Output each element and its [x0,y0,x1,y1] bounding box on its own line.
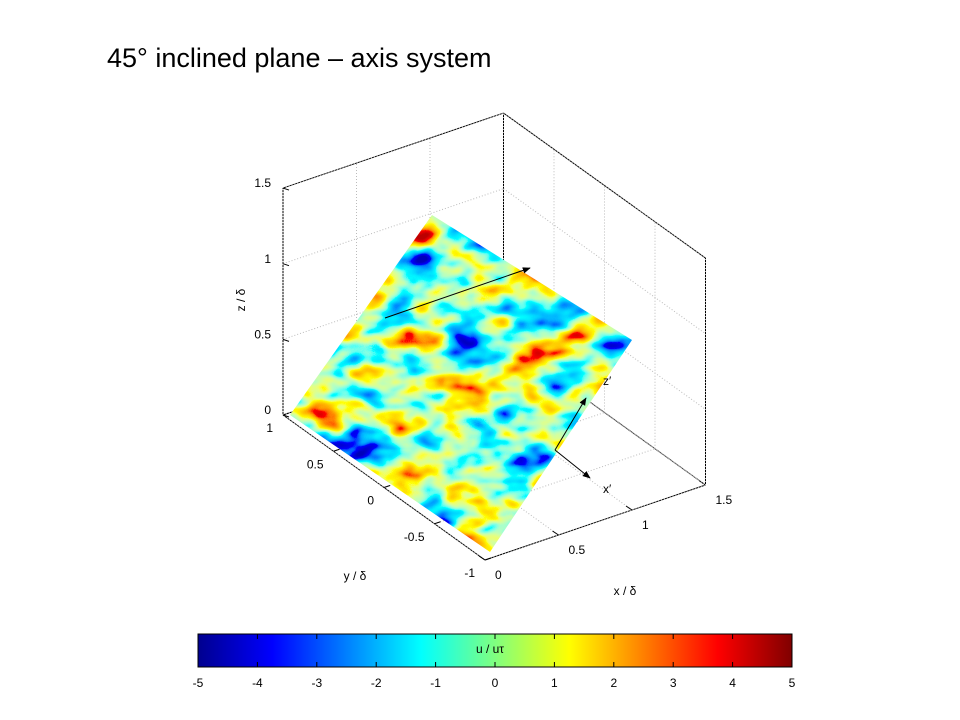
z-tick [282,414,290,418]
axis-line [503,112,706,259]
z-tick-label: 1 [264,252,271,266]
y-tick-label: 0.5 [307,457,324,471]
colorbar-tick-label: -2 [371,676,382,690]
x-tick-label: 1.5 [716,493,733,507]
y-tick [383,485,391,488]
annotation: z′ [603,374,612,388]
z-tick [282,187,290,191]
annotation: x′ [603,482,612,496]
grid-line [503,339,706,486]
flow-arrow [384,267,531,319]
colorbar-tick-label: -1 [430,676,441,690]
colorbar-tick-label: -4 [252,676,263,690]
y-tick [333,448,340,452]
z-tick [282,338,290,342]
x-tick [478,555,486,561]
y-tick-label: -0.5 [404,530,425,544]
colorbar-tick-label: -5 [193,676,204,690]
x-tick-label: 0 [495,568,502,582]
x-tick [625,505,633,511]
colorbar-tick-label: 0 [492,676,499,690]
colorbar-tick-label: 3 [670,676,677,690]
velocity-field [290,215,632,552]
x-axis-label: x / δ [614,584,637,598]
y-tick [434,521,441,525]
grid-line [503,112,706,259]
colorbar-tick-label: -3 [311,676,322,690]
colorbar-tick-label: 2 [610,676,617,690]
inclined-plane [290,215,632,552]
y-tick-label: 1 [266,421,273,435]
colorbar-tick-label: 4 [729,676,736,690]
x-tick [699,480,706,486]
colorbar-tick-label: 1 [551,676,558,690]
title: 45° inclined plane – axis system [107,43,492,73]
y-axis-label: y / δ [344,569,367,583]
y-tick [484,557,492,561]
x-tick-label: 1 [642,518,649,532]
z-prime-arrow [554,397,587,451]
grid-line [503,188,706,335]
colorbar-label: u / uτ [476,642,504,656]
axis-line [282,112,504,189]
z-axis-label: z / δ [234,288,248,311]
z-tick-label: 0 [264,403,271,417]
y-tick-label: -1 [464,566,475,580]
z-tick [282,263,290,267]
grid-line [282,414,486,561]
colorbar-tick-label: 5 [789,676,796,690]
z-tick-label: 0.5 [254,328,271,342]
y-tick-label: 0 [367,494,374,508]
x-tick-label: 0.5 [569,543,586,557]
x-prime-arrow [554,449,591,479]
grid-line [503,263,706,410]
x-tick [552,530,559,536]
z-tick-label: 1.5 [254,176,271,190]
axis-line [484,484,706,561]
